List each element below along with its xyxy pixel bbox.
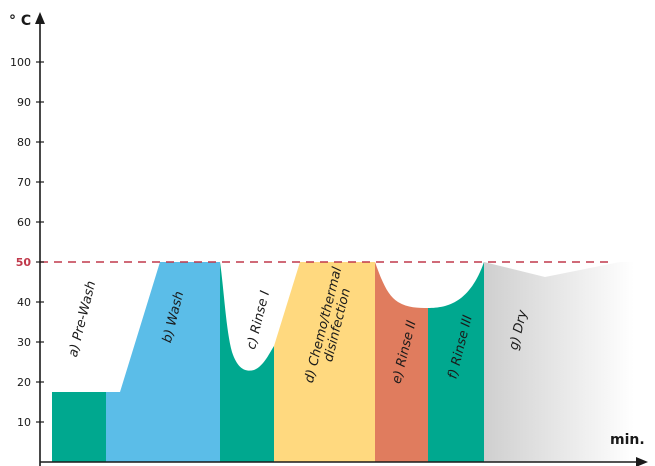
- phase-area-c-rinse-i: [220, 262, 274, 462]
- phase-areas: [52, 262, 634, 462]
- phase-label-a-pre-wash: a) Pre-Wash: [66, 280, 99, 359]
- y-tick-label: 10: [17, 416, 31, 429]
- y-tick-label: 70: [17, 176, 31, 189]
- y-axis-ticks: 10 20 30 40 50 60 70 80 90 100: [10, 56, 44, 429]
- y-tick-label: 30: [17, 336, 31, 349]
- x-axis-arrow: [636, 457, 648, 466]
- phase-area-b-wash: [106, 262, 220, 462]
- phase-area-g-dry: [484, 262, 634, 462]
- phase-area-a-pre-wash: [52, 392, 106, 462]
- y-tick-label: 80: [17, 136, 31, 149]
- phase-area-e-rinse-ii: [375, 262, 428, 462]
- phase-area-f-rinse-iii: [428, 262, 484, 462]
- phase-area-d-chemo-thermal-disinfection: [274, 262, 375, 462]
- y-tick-label: 60: [17, 216, 31, 229]
- x-axis-unit-label: min.: [610, 432, 645, 448]
- y-tick-label-threshold: 50: [16, 256, 32, 269]
- phase-label-c-rinse-i: c) Rinse I: [244, 289, 273, 351]
- y-axis-arrow: [35, 12, 45, 24]
- y-tick-label: 90: [17, 96, 31, 109]
- y-tick-label: 20: [17, 376, 31, 389]
- y-axis-unit-label: ° C: [9, 13, 31, 29]
- y-tick-label: 100: [10, 56, 31, 69]
- y-tick-label: 40: [17, 296, 31, 309]
